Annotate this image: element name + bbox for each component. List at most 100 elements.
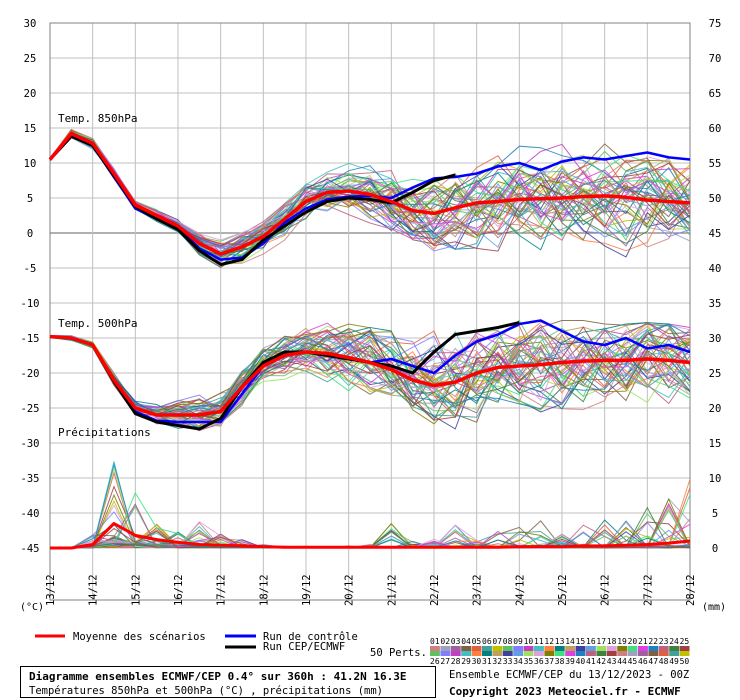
perturbation-swatches: 01 02 03 04 05 06 07 08 09 10 11 12 13 14 15 16 17 18 19 20…	[430, 637, 690, 665]
pert-swatch	[648, 651, 659, 656]
legend-mean-label: Moyenne des scénarios	[73, 631, 206, 643]
legend-control-label: Run de contrôle	[263, 631, 358, 643]
pert-swatch	[638, 651, 648, 656]
pert-swatch	[471, 646, 482, 651]
pert-id-label: 48	[659, 657, 669, 665]
pert-swatch	[596, 651, 607, 656]
pert-swatch	[440, 646, 451, 651]
pert-swatch	[430, 651, 440, 656]
x-tick-label: 17/12	[216, 574, 228, 606]
pert-id-label: 43	[607, 657, 617, 665]
x-tick-label: 20/12	[344, 574, 356, 606]
pert-swatch	[554, 646, 565, 651]
pert-id-label: 07	[492, 637, 502, 646]
left-tick-label: -40	[21, 508, 40, 520]
pert-id-label: 30	[472, 657, 482, 665]
right-tick-label: 15	[709, 438, 722, 450]
pert-id-label: 05	[472, 637, 482, 646]
left-tick-label: -45	[21, 543, 40, 555]
right-tick-label: 0	[712, 543, 718, 555]
left-tick-label: 20	[24, 88, 37, 100]
right-tick-label: 30	[709, 333, 722, 345]
right-tick-label: 55	[709, 158, 722, 170]
right-tick-label: 60	[709, 123, 722, 135]
perturbation-line	[49, 323, 691, 415]
left-tick-label: -35	[21, 473, 40, 485]
pert-swatch	[482, 646, 492, 651]
x-axis-ticks: 13/12 14/12 15/12 16/12 17/12 18/12 19/12 20/12…	[45, 574, 697, 606]
legend-perts-label: 50 Perts.	[370, 647, 427, 659]
pert-swatch	[513, 646, 524, 651]
left-axis-ticks: 30 25 20 15 10 5 0 -5 -10 -15 -20 -25 -30 -35 -40 -45	[21, 18, 40, 555]
pert-swatch	[575, 646, 586, 651]
pert-swatch	[575, 651, 586, 656]
perturbation-line	[49, 322, 691, 424]
pert-id-label: 39	[565, 657, 575, 665]
pert-id-label: 33	[503, 657, 513, 665]
pert-swatch	[586, 646, 596, 651]
pert-swatch	[450, 651, 461, 656]
right-tick-label: 35	[709, 298, 722, 310]
perturbation-line	[49, 335, 691, 411]
pert-id-label: 25	[680, 637, 690, 646]
pert-swatch	[461, 651, 472, 656]
pert-id-label: 34	[513, 657, 523, 665]
pert-id-label: 26	[430, 657, 440, 665]
precip-mean-line	[50, 522, 691, 550]
left-tick-label: -15	[21, 333, 40, 345]
pert-id-label: 23	[659, 637, 669, 646]
pert-id-label: 04	[461, 637, 471, 646]
perturbation-line	[49, 331, 691, 412]
pert-id-label: 14	[565, 637, 575, 646]
pert-id-label: 38	[555, 657, 565, 665]
t500-mean-line	[49, 334, 691, 417]
pert-swatch	[596, 646, 607, 651]
panel-label-precip: Précipitations	[58, 426, 151, 439]
grid-lines	[49, 22, 691, 600]
pert-swatch	[482, 651, 492, 656]
left-tick-label: -30	[21, 438, 40, 450]
pert-swatch	[627, 646, 638, 651]
left-tick-label: 10	[24, 158, 37, 170]
pert-id-label: 50	[680, 657, 690, 665]
pert-id-label: 09	[513, 637, 523, 646]
pert-id-label: 21	[638, 637, 648, 646]
ensemble-run-info: Ensemble ECMWF/CEP du 13/12/2023 - 00Z	[449, 669, 690, 681]
x-tick-label: 19/12	[301, 574, 313, 606]
plot-border	[49, 22, 691, 601]
pert-id-label: 02	[440, 637, 450, 646]
x-tick-label: 26/12	[600, 574, 612, 606]
pert-swatch	[513, 651, 524, 656]
pert-id-label: 22	[648, 637, 658, 646]
pert-id-label: 31	[482, 657, 492, 665]
x-tick-label: 14/12	[88, 574, 100, 606]
pert-swatch	[534, 651, 544, 656]
pert-swatch	[523, 646, 534, 651]
pert-id-label: 20	[628, 637, 638, 646]
pert-id-label: 19	[617, 637, 627, 646]
right-tick-label: 75	[709, 18, 722, 30]
chart-title: Diagramme ensembles ECMWF/CEP 0.4° sur 3…	[29, 670, 407, 683]
perturbation-line	[49, 323, 691, 431]
pert-swatch	[544, 646, 555, 651]
pert-swatch	[492, 651, 503, 656]
main-series	[48, 131, 691, 550]
panel-label-t850: Temp. 850hPa	[58, 112, 137, 125]
pert-id-label: 18	[607, 637, 617, 646]
right-tick-label: 40	[709, 263, 722, 275]
pert-id-label: 40	[576, 657, 586, 665]
x-tick-label: 16/12	[173, 574, 185, 606]
plot-frame	[49, 22, 691, 601]
pert-swatch	[669, 651, 680, 656]
left-tick-label: -5	[24, 263, 37, 275]
pert-id-label: 32	[492, 657, 502, 665]
pert-swatch	[440, 651, 451, 656]
pert-id-label: 11	[534, 637, 544, 646]
left-tick-label: 5	[27, 193, 33, 205]
right-tick-label: 45	[709, 228, 722, 240]
pert-swatch	[669, 646, 680, 651]
pert-id-label: 47	[648, 657, 658, 665]
legend-deterministic-label: Run CEP/ECMWF	[263, 641, 345, 653]
left-tick-label: 0	[27, 228, 33, 240]
pert-swatch	[544, 651, 555, 656]
